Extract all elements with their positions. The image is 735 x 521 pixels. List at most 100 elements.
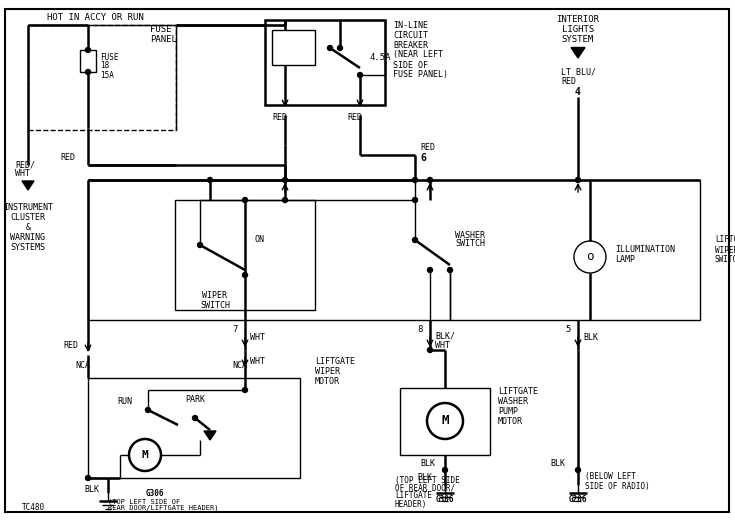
Text: SWITCH: SWITCH bbox=[455, 240, 485, 249]
Text: 8: 8 bbox=[417, 326, 423, 334]
Circle shape bbox=[442, 467, 448, 473]
Text: SYSTEM: SYSTEM bbox=[562, 35, 594, 44]
Text: 7: 7 bbox=[232, 326, 238, 334]
Text: IN-LINE: IN-LINE bbox=[393, 20, 428, 30]
Text: SWITCH: SWITCH bbox=[200, 301, 230, 309]
Text: SIDE OF: SIDE OF bbox=[393, 60, 428, 69]
Text: G306: G306 bbox=[146, 490, 164, 499]
Circle shape bbox=[428, 267, 432, 272]
Text: HEADER): HEADER) bbox=[395, 500, 427, 508]
Text: (BELOW LEFT: (BELOW LEFT bbox=[585, 473, 636, 481]
Bar bbox=[175, 200, 315, 310]
Bar bbox=[88, 180, 700, 320]
Circle shape bbox=[243, 272, 248, 278]
Text: REAR DOOR/LIFTGATE HEADER): REAR DOOR/LIFTGATE HEADER) bbox=[108, 505, 218, 511]
Text: NCA: NCA bbox=[75, 361, 90, 369]
Circle shape bbox=[328, 45, 332, 51]
Text: MOTOR: MOTOR bbox=[315, 378, 340, 387]
Text: NCA: NCA bbox=[232, 361, 247, 369]
Circle shape bbox=[428, 178, 432, 182]
Text: (TOP LEFT SIDE: (TOP LEFT SIDE bbox=[395, 476, 460, 485]
Text: CIRCUIT: CIRCUIT bbox=[393, 31, 428, 40]
Text: 6: 6 bbox=[420, 153, 426, 163]
Bar bbox=[88, 378, 300, 478]
Text: BLK/: BLK/ bbox=[435, 331, 455, 341]
Text: LIFTGATE: LIFTGATE bbox=[315, 357, 355, 366]
Text: FUSE PANEL): FUSE PANEL) bbox=[393, 70, 448, 80]
Text: G306: G306 bbox=[436, 494, 454, 503]
Text: (TOP LEFT SIDE OF: (TOP LEFT SIDE OF bbox=[108, 499, 180, 505]
Text: RED: RED bbox=[347, 114, 362, 122]
Text: 4.5A: 4.5A bbox=[370, 54, 392, 63]
Circle shape bbox=[412, 197, 417, 203]
Text: BLK: BLK bbox=[550, 458, 565, 467]
Text: LAMP: LAMP bbox=[615, 255, 635, 265]
Text: HOT IN ACCY OR RUN: HOT IN ACCY OR RUN bbox=[46, 14, 143, 22]
Text: LIFTGATE: LIFTGATE bbox=[395, 491, 432, 501]
Bar bbox=[28, 25, 176, 130]
Circle shape bbox=[198, 242, 203, 247]
Text: INTERIOR: INTERIOR bbox=[556, 16, 600, 24]
Text: BLK: BLK bbox=[417, 473, 432, 481]
Text: WHT: WHT bbox=[435, 341, 450, 350]
Text: WIPER: WIPER bbox=[203, 292, 228, 301]
Text: CLUSTER: CLUSTER bbox=[10, 214, 46, 222]
Text: RED: RED bbox=[420, 143, 435, 153]
Bar bbox=[265, 20, 385, 105]
Text: 5: 5 bbox=[566, 326, 571, 334]
Text: WASHER: WASHER bbox=[498, 398, 528, 406]
Text: PARK: PARK bbox=[185, 395, 205, 404]
Text: WIPER/WASHER: WIPER/WASHER bbox=[715, 245, 735, 254]
Circle shape bbox=[576, 467, 581, 473]
Text: G206: G206 bbox=[569, 494, 587, 503]
Text: BLK: BLK bbox=[420, 458, 435, 467]
Circle shape bbox=[337, 45, 343, 51]
Polygon shape bbox=[22, 181, 34, 190]
Text: INSTRUMENT: INSTRUMENT bbox=[3, 204, 53, 213]
Text: RED/: RED/ bbox=[15, 160, 35, 169]
Circle shape bbox=[207, 178, 212, 182]
Text: M: M bbox=[142, 450, 148, 460]
Circle shape bbox=[243, 388, 248, 392]
Text: BLK: BLK bbox=[583, 333, 598, 342]
Text: WHT: WHT bbox=[250, 333, 265, 342]
Bar bbox=[272, 30, 315, 65]
Text: SYSTEMS: SYSTEMS bbox=[10, 243, 46, 253]
Text: SIDE OF RADIO): SIDE OF RADIO) bbox=[585, 481, 650, 490]
Circle shape bbox=[85, 476, 90, 480]
Text: MOTOR: MOTOR bbox=[498, 417, 523, 427]
Text: WIPER: WIPER bbox=[315, 367, 340, 377]
Circle shape bbox=[243, 197, 248, 203]
Text: LT BLU/: LT BLU/ bbox=[561, 68, 596, 77]
Text: WASHER: WASHER bbox=[455, 230, 485, 240]
Bar bbox=[400, 388, 490, 455]
Polygon shape bbox=[571, 47, 585, 58]
Text: TC480: TC480 bbox=[22, 503, 45, 513]
Bar bbox=[80, 50, 96, 72]
Text: ILLUMINATION: ILLUMINATION bbox=[615, 245, 675, 254]
Circle shape bbox=[146, 407, 151, 413]
Text: FUSE: FUSE bbox=[150, 26, 171, 34]
Text: BREAKER: BREAKER bbox=[393, 41, 428, 49]
Circle shape bbox=[282, 178, 287, 182]
Text: LIFTGATE: LIFTGATE bbox=[715, 235, 735, 244]
Polygon shape bbox=[204, 431, 216, 440]
Text: FUSE: FUSE bbox=[100, 53, 118, 61]
Text: SWITCH: SWITCH bbox=[715, 255, 735, 265]
Text: WHT: WHT bbox=[15, 169, 30, 179]
Text: 15A: 15A bbox=[100, 70, 114, 80]
Text: LIFTGATE: LIFTGATE bbox=[498, 388, 538, 396]
Text: PANEL: PANEL bbox=[150, 34, 177, 43]
Text: RED: RED bbox=[561, 77, 576, 85]
Text: ON: ON bbox=[255, 235, 265, 244]
Circle shape bbox=[85, 69, 90, 75]
Text: WARNING: WARNING bbox=[10, 233, 46, 242]
Circle shape bbox=[412, 238, 417, 242]
Text: (NEAR LEFT: (NEAR LEFT bbox=[393, 51, 443, 59]
Circle shape bbox=[85, 47, 90, 53]
Circle shape bbox=[282, 197, 287, 203]
Circle shape bbox=[576, 178, 581, 182]
Text: OF REAR DOOR/: OF REAR DOOR/ bbox=[395, 483, 455, 492]
Text: 4: 4 bbox=[575, 87, 581, 97]
Text: 18: 18 bbox=[100, 61, 110, 70]
